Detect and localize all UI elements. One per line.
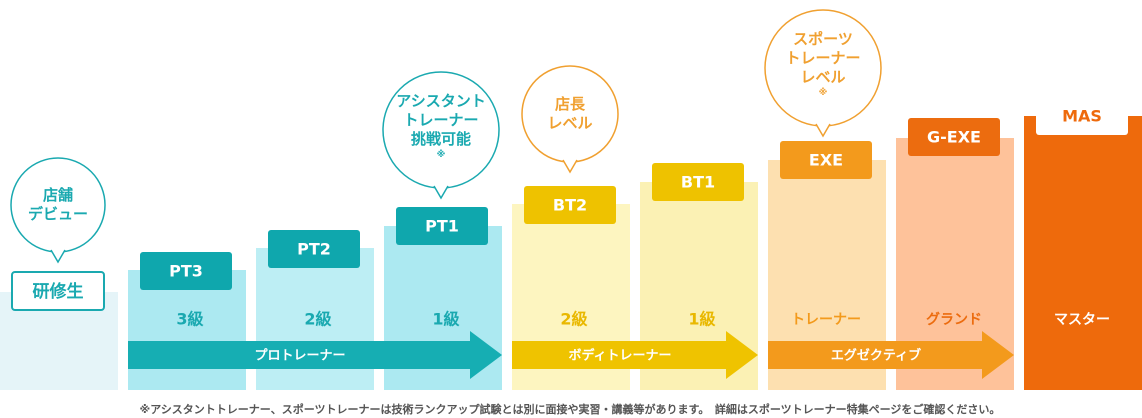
stage-badge bbox=[11, 271, 105, 311]
stage-badge-label: PT3 bbox=[169, 262, 203, 281]
bubble-text: ※ bbox=[819, 87, 828, 98]
bubble-tail bbox=[562, 159, 578, 174]
stage-grade: 3級 bbox=[176, 310, 203, 329]
stage-badge-label: PT2 bbox=[297, 240, 331, 259]
stage-badge bbox=[1036, 97, 1128, 135]
bubble-text: トレーナー bbox=[403, 111, 478, 129]
stage-badge bbox=[908, 118, 1000, 156]
stage-bar bbox=[1024, 116, 1142, 390]
bubble-tail bbox=[50, 249, 66, 264]
bubble-text: レベル bbox=[800, 68, 845, 86]
stage-badge-label: BT2 bbox=[553, 196, 587, 215]
track-label: ボディトレーナー bbox=[568, 348, 671, 364]
stage-badge-label: PT1 bbox=[425, 217, 459, 236]
stage-badge-label: 研修生 bbox=[33, 281, 84, 302]
track-label: プロトレーナー bbox=[254, 349, 345, 364]
bubble-text: スポーツ bbox=[793, 30, 853, 48]
bubble-text: デビュー bbox=[28, 205, 88, 223]
track-arrow bbox=[768, 331, 1014, 379]
stage-badge-label: BT1 bbox=[681, 173, 715, 192]
stage-grade: 1級 bbox=[432, 310, 459, 329]
bubble-text: アシスタント bbox=[396, 92, 485, 110]
stage-badge-label: G-EXE bbox=[927, 128, 981, 147]
bubble-text: トレーナー bbox=[785, 49, 860, 67]
stage-badge bbox=[780, 141, 872, 179]
stage-grade: トレーナー bbox=[791, 312, 861, 328]
stage-badge bbox=[268, 230, 360, 268]
footnote: ※アシスタントトレーナー、スポーツトレーナーは技術ランクアップ試験とは別に面接や… bbox=[140, 402, 1001, 416]
bubble-text: 店舗 bbox=[43, 186, 73, 204]
track-arrow bbox=[512, 331, 758, 379]
stage-grade: グランド bbox=[926, 311, 982, 328]
bubble-tail bbox=[815, 123, 831, 138]
stage-grade: マスター bbox=[1054, 312, 1110, 328]
stage-badge bbox=[396, 207, 488, 245]
bubble-text: 挑戦可能 bbox=[411, 130, 471, 148]
bubble-text: レベル bbox=[547, 114, 592, 132]
track-label: エグゼクティブ bbox=[831, 348, 921, 364]
stage-badge-label: MAS bbox=[1062, 107, 1102, 126]
bubble-tail bbox=[433, 185, 449, 200]
bubble-text: 店長 bbox=[555, 95, 586, 113]
stage-grade: 1級 bbox=[688, 310, 715, 329]
stage-badge bbox=[140, 252, 232, 290]
stage-badge-label: EXE bbox=[809, 151, 843, 170]
stage-grade: 2級 bbox=[560, 310, 587, 329]
stage-grade: 2級 bbox=[304, 310, 331, 329]
stage-badge bbox=[524, 186, 616, 224]
bubble-text: ※ bbox=[437, 149, 446, 160]
track-arrow bbox=[128, 331, 502, 379]
stage-badge bbox=[652, 163, 744, 201]
